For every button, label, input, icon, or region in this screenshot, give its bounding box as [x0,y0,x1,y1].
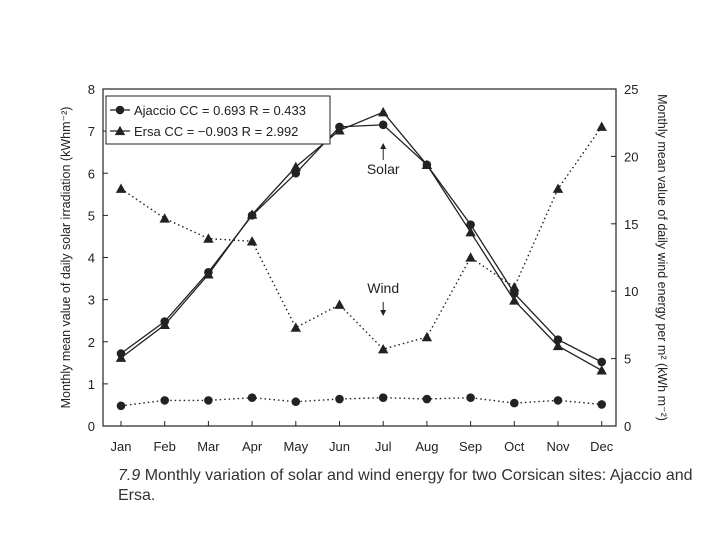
data-point-circle [204,396,213,405]
data-point-triangle [378,343,389,354]
data-point-triangle [509,295,520,305]
data-point-triangle [552,183,564,193]
data-point-circle [378,393,388,402]
data-point-triangle [465,227,476,237]
data-point-circle [553,335,563,344]
data-point-circle [335,394,344,404]
data-point-circle [378,120,388,130]
y-tick-label: 3 [88,293,95,308]
caption-text: Monthly variation of solar and wind ener… [118,467,693,504]
series-line [120,111,603,371]
figure-caption: 7.9 Monthly variation of solar and wind … [118,466,708,506]
data-point-circle [247,393,257,402]
data-point-triangle [552,340,564,351]
data-point-triangle [334,125,345,135]
data-point-triangle [203,233,214,243]
data-point-triangle [115,183,127,193]
data-point-triangle [203,269,214,279]
wind-annotation: Wind [367,280,399,296]
data-point-circle [115,105,125,115]
x-tick-label: May [284,439,309,454]
data-point-triangle [159,319,170,330]
wind-arrow-head [380,310,387,316]
y2-tick-label: 0 [624,419,631,434]
data-point-triangle [159,213,170,223]
series-line [120,396,602,407]
data-point-triangle [378,106,389,117]
data-point-circle [597,357,606,367]
series-ajaccio-solar [116,120,606,367]
series-ersa-solar [115,106,607,375]
data-point-triangle [115,352,127,362]
legend-label: Ajaccio CC = 0.693 R = 0.433 [134,103,306,118]
y2-tick-label: 5 [624,352,631,367]
x-tick-label: Jun [329,439,350,454]
data-point-circle [291,397,301,407]
series-line [120,124,602,363]
y-tick-label: 5 [88,208,95,223]
data-point-triangle [465,252,476,262]
y2-tick-label: 15 [624,217,638,232]
x-tick-label: Oct [504,439,525,454]
x-tick-label: Apr [242,439,263,454]
solar-arrow-head [380,143,387,149]
x-tick-label: Aug [415,439,438,454]
series-ajaccio-wind [116,393,606,411]
x-tick-label: Dec [590,439,614,454]
legend: Ajaccio CC = 0.693 R = 0.433 Ersa CC = −0… [105,95,331,145]
y-tick-label: 2 [88,335,95,350]
y-axis-label: Monthly mean value of daily solar irradi… [59,107,73,409]
data-point-circle [466,220,475,229]
data-point-triangle [114,125,126,136]
data-point-triangle [596,365,607,375]
y2-tick-label: 25 [624,82,638,97]
data-point-triangle [246,236,258,246]
series-ersa-wind [115,121,607,354]
data-point-triangle [421,159,433,169]
legend-box [105,95,331,145]
y2-tick-label: 10 [624,284,638,299]
data-point-circle [160,396,169,405]
y-tick-label: 1 [88,377,95,392]
y2-axis-label: Monthly mean value of daily wind energy … [655,94,669,421]
data-point-triangle [290,161,301,172]
data-point-triangle [334,299,345,309]
y-tick-label: 7 [88,124,95,139]
x-tick-label: Feb [153,439,175,454]
data-point-circle [553,396,563,405]
data-point-circle [422,394,432,404]
data-point-triangle [509,281,520,292]
x-tick-label: Jan [111,439,132,454]
y2-tick-label: 20 [624,149,638,164]
x-tick-label: Sep [459,439,482,454]
y-tick-label: 4 [88,251,95,266]
y-tick-label: 0 [88,419,95,434]
data-point-circle [597,400,606,409]
data-point-circle [116,401,126,411]
data-point-circle [466,393,475,402]
data-point-triangle [246,209,258,219]
y-tick-label: 8 [88,82,95,97]
data-point-triangle [596,121,607,131]
data-point-triangle [421,331,433,342]
data-point-triangle [290,322,301,332]
solar-annotation: Solar [367,161,400,177]
x-tick-label: Mar [197,439,220,454]
x-tick-label: Jul [375,439,392,454]
y-tick-label: 6 [88,166,95,181]
caption-number: 7.9 [118,467,141,484]
legend-label: Ersa CC = −0.903 R = 2.992 [134,124,298,139]
data-point-circle [291,168,301,178]
x-tick-label: Nov [546,439,570,454]
data-point-circle [510,398,519,408]
